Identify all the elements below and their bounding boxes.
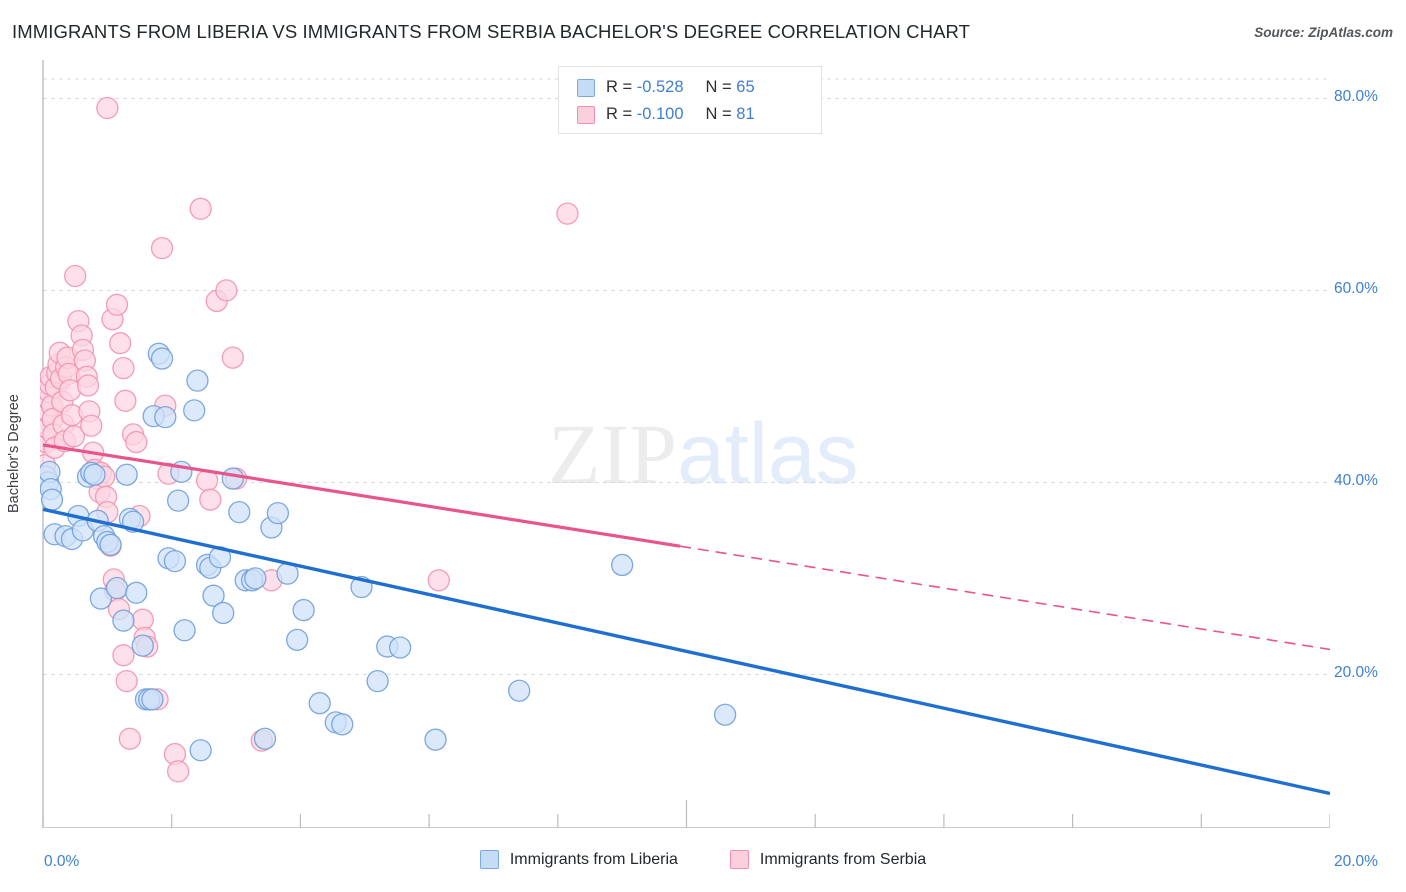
source-label: Source: ZipAtlas.com [1254,25,1393,40]
r-value: -0.100 [636,105,684,123]
data-point [221,346,244,369]
r-label: R = [606,105,637,123]
data-point [96,96,119,120]
data-point [212,601,235,625]
data-point [154,405,177,429]
data-point [150,237,174,260]
data-point [89,587,113,610]
data-point [118,727,142,750]
legend-label-liberia: Immigrants from Liberia [509,850,678,868]
data-point [244,567,267,590]
y-axis-tick-label: 60.0% [1334,280,1378,298]
stats-swatch-liberia [577,78,595,97]
data-point [427,569,450,592]
series-points-serbia [40,96,579,783]
data-point [166,760,190,783]
data-point [62,425,86,448]
data-point [611,553,634,577]
data-point [114,389,137,412]
stats-text-serbia: R = -0.100 N = 81 [606,105,755,124]
stats-row-liberia: R = -0.528 N = 65 [577,74,821,101]
legend-item-liberia[interactable]: Immigrants from Liberia [479,850,678,869]
data-point [166,489,190,512]
data-point [64,264,87,288]
legend-swatch-serbia [729,850,749,869]
r-value: -0.528 [636,78,684,96]
data-point [366,669,389,693]
data-point [109,332,132,355]
data-point [308,692,331,715]
n-value: 81 [736,105,755,123]
data-point [125,430,148,454]
stats-text-liberia: R = -0.528 N = 65 [606,78,755,97]
data-point [112,644,135,667]
stats-row-serbia: R = -0.100 N = 81 [577,101,821,128]
data-point [186,369,209,392]
legend-label-serbia: Immigrants from Serbia [759,850,927,868]
trendline-liberia [42,507,1330,796]
data-point [292,598,315,622]
data-point [228,501,251,524]
trendline-serbia-dashed [679,545,1330,651]
data-point [99,533,122,556]
data-point [713,703,737,726]
x-axis-tick-label: 20.0% [1334,853,1378,870]
data-point [189,197,212,220]
data-point [115,463,138,486]
data-point [215,279,238,302]
data-point [76,374,100,397]
data-point [125,581,148,604]
legend-item-serbia[interactable]: Immigrants from Serbia [729,850,927,869]
x-axis-tick-label: 0.0% [44,853,80,870]
data-point [424,728,447,751]
legend-swatch-liberia [479,850,499,869]
r-label: R = [606,78,637,96]
data-point [150,347,174,370]
data-point [131,634,154,657]
data-point [105,293,129,316]
data-point [80,414,103,437]
scatter-plot [40,60,1330,828]
y-axis-tick-label: 80.0% [1334,88,1378,106]
trendline-serbia-solid [42,443,681,548]
data-point [183,399,206,422]
data-point [202,584,225,607]
n-label: N = [705,78,737,96]
data-point [221,467,244,490]
data-point [199,488,222,511]
data-point [112,609,135,632]
data-point [105,576,129,600]
data-point [331,713,354,736]
y-axis-tick-label: 40.0% [1334,472,1378,490]
y-axis-tick-label: 20.0% [1334,664,1378,682]
data-point [173,619,196,642]
data-point [286,628,309,651]
data-point [83,463,106,486]
stats-swatch-serbia [577,105,595,124]
n-value: 65 [736,78,755,96]
data-point [112,357,135,380]
data-point [141,688,164,711]
data-point [189,739,212,762]
correlation-stats-box: R = -0.528 N = 65 R = -0.100 N = 81 [558,66,822,134]
data-point [266,501,290,525]
series-legend: Immigrants from Liberia Immigrants from … [0,850,1406,869]
data-point [388,636,412,659]
data-point [508,679,531,702]
n-label: N = [705,105,737,123]
series-points-liberia [40,342,737,762]
y-axis-title: Bachelor's Degree [6,394,22,514]
plot-svg [40,60,1330,828]
data-point [253,727,277,750]
data-point [115,669,138,693]
data-point [556,202,579,225]
data-point [163,549,187,573]
data-point [40,488,64,511]
page-title: IMMIGRANTS FROM LIBERIA VS IMMIGRANTS FR… [12,21,971,42]
